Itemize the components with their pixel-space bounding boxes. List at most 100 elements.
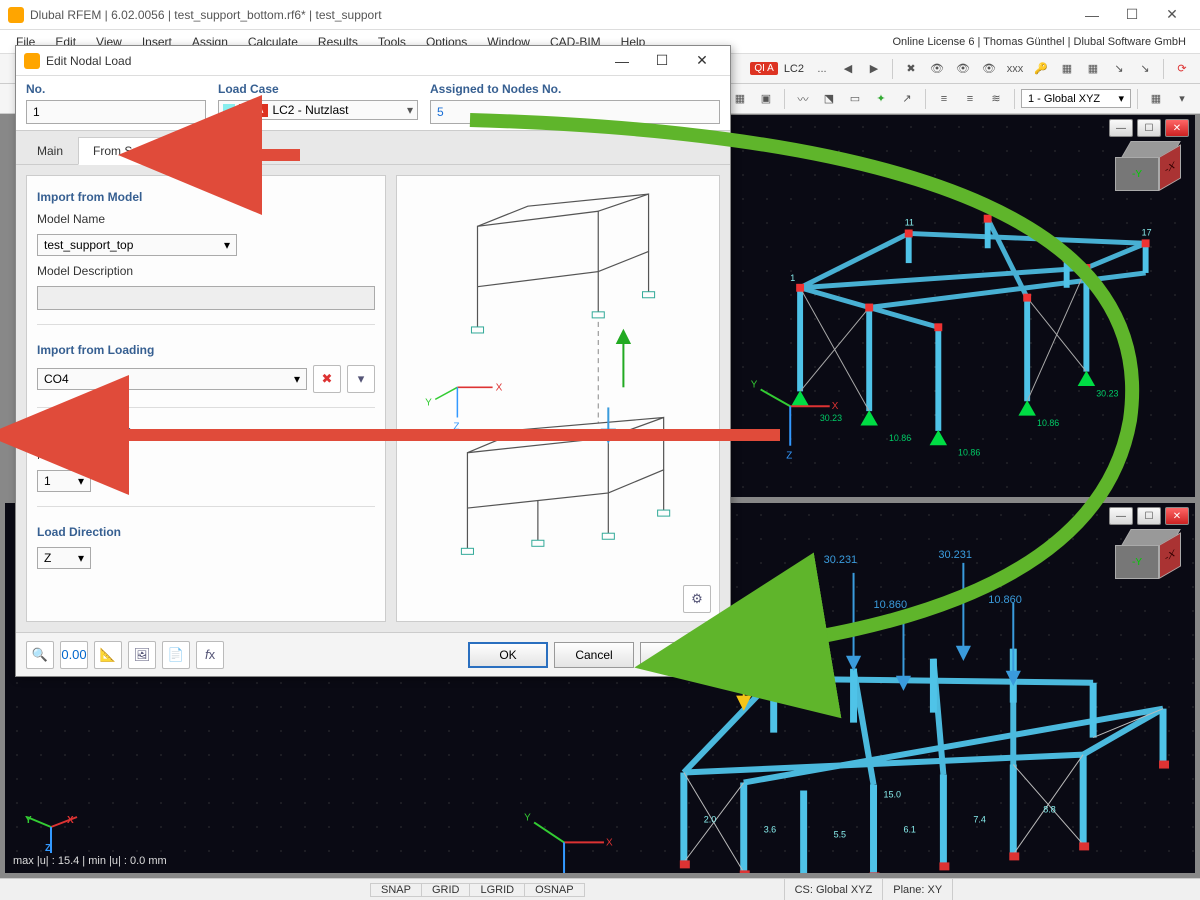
model-desc-input[interactable] xyxy=(37,286,375,310)
license-info: Online License 6 | Thomas Günthel | Dlub… xyxy=(893,36,1195,48)
dialog-titlebar[interactable]: Edit Nodal Load — ☐ ✕ xyxy=(16,46,730,76)
lc-more-button[interactable]: ... xyxy=(810,57,834,81)
lc-prev-button[interactable]: ◀ xyxy=(836,57,860,81)
grid-toggle[interactable]: GRID xyxy=(421,883,471,897)
svg-text:10.86: 10.86 xyxy=(889,433,911,443)
chevron-down-icon: ▾ xyxy=(78,551,84,565)
osnap-toggle[interactable]: OSNAP xyxy=(524,883,585,897)
model-name-select[interactable]: test_support_top▾ xyxy=(37,234,237,256)
dialog-logo-icon xyxy=(24,53,40,69)
svg-text:1: 1 xyxy=(790,273,795,283)
chevron-down-icon: ▾ xyxy=(407,103,413,117)
tool-icon[interactable]: ▭ xyxy=(843,87,867,111)
tool-icon[interactable]: 👁 xyxy=(977,57,1001,81)
units-button[interactable]: 0.00 xyxy=(60,641,88,669)
section-import-model: Import from Model xyxy=(37,190,375,204)
no-label: No. xyxy=(26,82,206,96)
tool-icon[interactable]: ≡ xyxy=(932,87,956,111)
status-bar: SNAP GRID LGRID OSNAP CS: Global XYZ Pla… xyxy=(0,878,1200,900)
tool-button[interactable]: 📐 xyxy=(94,641,122,669)
viewport-top[interactable]: — ☐ ✕ -Y -X xyxy=(730,114,1196,498)
assigned-nodes-input[interactable] xyxy=(430,100,720,124)
app-logo-icon xyxy=(8,7,24,23)
tool-icon[interactable]: 🔑 xyxy=(1029,57,1053,81)
no-input[interactable] xyxy=(26,100,206,124)
node-no-select[interactable]: 1▾ xyxy=(37,470,91,492)
model-name-label: Model Name xyxy=(37,212,375,226)
tool-icon[interactable]: ✦ xyxy=(869,87,893,111)
tool-icon[interactable]: ▦ xyxy=(1055,57,1079,81)
structure-render-top: 30.23 10.86 10.86 10.86 30.23 1 11 17 X … xyxy=(731,115,1195,494)
close-button[interactable]: ✕ xyxy=(1152,0,1192,30)
loading-value: CO4 xyxy=(44,372,69,386)
dialog-close-button[interactable]: ✕ xyxy=(682,47,722,75)
svg-text:Y: Y xyxy=(751,379,758,390)
tool-icon[interactable]: ⬔ xyxy=(817,87,841,111)
svg-text:11: 11 xyxy=(905,218,914,228)
tool-icon[interactable]: ↘ xyxy=(1133,57,1157,81)
svg-text:10.86: 10.86 xyxy=(1037,418,1059,428)
svg-text:X: X xyxy=(832,401,839,412)
svg-text:30.23: 30.23 xyxy=(820,413,842,423)
loadcase-select[interactable]: QI A LC2 - Nutzlast ▾ xyxy=(218,100,418,120)
section-load-direction: Load Direction xyxy=(37,525,375,539)
tool-icon[interactable]: ↘ xyxy=(1107,57,1131,81)
tool-icon[interactable]: 👁 xyxy=(951,57,975,81)
svg-text:2.0: 2.0 xyxy=(704,814,716,824)
dialog-minimize-button[interactable]: — xyxy=(602,47,642,75)
snap-toggle[interactable]: SNAP xyxy=(370,883,422,897)
refresh-icon[interactable]: ⟳ xyxy=(1170,57,1194,81)
tool-button[interactable]: 📄 xyxy=(162,641,190,669)
load-direction-select[interactable]: Z▾ xyxy=(37,547,91,569)
dialog-preview-panel: X Y Z xyxy=(396,175,720,622)
svg-text:X: X xyxy=(496,382,503,393)
svg-text:30.23: 30.23 xyxy=(1096,388,1118,398)
loading-select[interactable]: CO4▾ xyxy=(37,368,307,390)
coord-system-select[interactable]: 1 - Global XYZ▾ xyxy=(1021,89,1131,108)
tool-icon[interactable]: ✖ xyxy=(899,57,923,81)
tool-icon[interactable]: ▦ xyxy=(1081,57,1105,81)
apply-button[interactable]: Apply xyxy=(640,642,720,668)
loadcase-label[interactable]: LC2 xyxy=(780,63,808,75)
tool-icon[interactable]: ≋ xyxy=(984,87,1008,111)
svg-text:10.86: 10.86 xyxy=(958,448,980,458)
loadcase-color-icon xyxy=(223,104,235,116)
tool-icon[interactable]: ≡ xyxy=(958,87,982,111)
help-button[interactable]: 🔍 xyxy=(26,641,54,669)
loadcase-badge: QI A xyxy=(750,62,777,75)
tool-icon[interactable]: 👁 xyxy=(925,57,949,81)
lc-next-button[interactable]: ▶ xyxy=(862,57,886,81)
tool-icon[interactable]: ▣ xyxy=(754,87,778,111)
preview-settings-button[interactable]: ⚙ xyxy=(683,585,711,613)
loading-more-button[interactable]: ▾ xyxy=(347,365,375,393)
svg-text:Z: Z xyxy=(786,451,792,462)
function-button[interactable]: fx xyxy=(196,641,224,669)
tool-icon[interactable]: ▦ xyxy=(728,87,752,111)
lgrid-toggle[interactable]: LGRID xyxy=(469,883,525,897)
svg-text:6.1: 6.1 xyxy=(903,824,915,834)
svg-text:10.860: 10.860 xyxy=(988,594,1022,606)
app-titlebar: Dlubal RFEM | 6.02.0056 | test_support_b… xyxy=(0,0,1200,30)
tool-icon[interactable]: ▦ xyxy=(1144,87,1168,111)
tool-icon[interactable]: 〰 xyxy=(791,87,815,111)
dialog-maximize-button[interactable]: ☐ xyxy=(642,47,682,75)
section-import-node: Import from Node xyxy=(37,426,375,440)
tool-icon[interactable]: xxx xyxy=(1003,57,1027,81)
svg-text:30.231: 30.231 xyxy=(824,554,858,566)
coord-system-value: 1 - Global XYZ xyxy=(1028,93,1100,105)
cancel-button[interactable]: Cancel xyxy=(554,642,634,668)
tool-icon[interactable]: ↗ xyxy=(895,87,919,111)
tool-button[interactable]: 🖼 xyxy=(128,641,156,669)
minimize-button[interactable]: — xyxy=(1072,0,1112,30)
dialog-tabs: Main From Support Reaction xyxy=(16,131,730,165)
node-no-label: Node No. xyxy=(37,448,375,462)
tab-main[interactable]: Main xyxy=(22,137,78,164)
ok-button[interactable]: OK xyxy=(468,642,548,668)
svg-text:17: 17 xyxy=(1142,227,1152,237)
loading-remove-button[interactable]: ✖ xyxy=(313,365,341,393)
tool-icon[interactable]: ▾ xyxy=(1170,87,1194,111)
chevron-down-icon: ▾ xyxy=(78,474,84,488)
tab-from-support-reaction[interactable]: From Support Reaction xyxy=(78,137,232,165)
loadcase-label: Load Case xyxy=(218,82,418,96)
maximize-button[interactable]: ☐ xyxy=(1112,0,1152,30)
